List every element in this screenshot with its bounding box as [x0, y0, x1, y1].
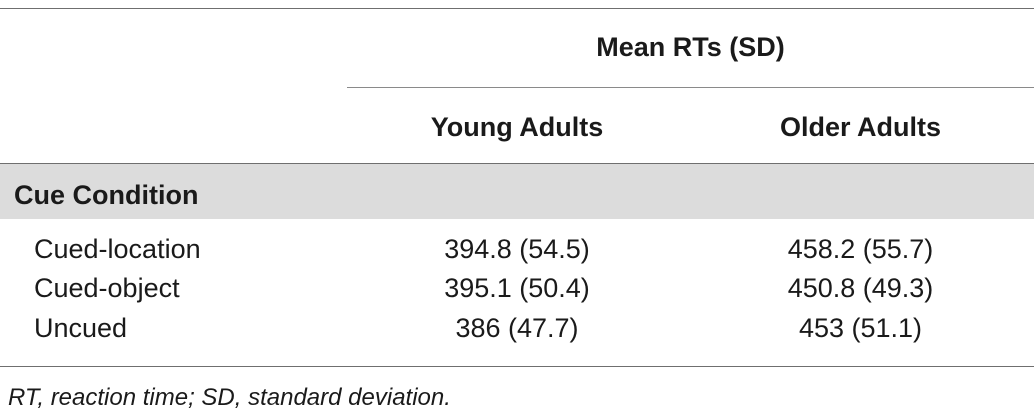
table-bottom-rule [0, 366, 1034, 367]
row-label-uncued: Uncued [34, 313, 128, 343]
cell-older-cued-object: 450.8 (49.3) [787, 273, 934, 303]
cell-young-cued-object: 395.1 (50.4) [444, 273, 590, 303]
row-label-cued-location: Cued-location [34, 234, 201, 264]
section-band [0, 164, 1034, 219]
cell-young-cued-location: 394.8 (54.5) [444, 234, 590, 264]
table-top-rule [0, 8, 1034, 9]
row-label-cued-object: Cued-object [34, 273, 180, 303]
cell-older-uncued: 453 (51.1) [798, 313, 923, 343]
header-bottom-rule [0, 163, 1034, 164]
column-header-older-adults: Older Adults [779, 112, 941, 142]
cell-older-cued-location: 458.2 (55.7) [787, 234, 934, 264]
section-label: Cue Condition [14, 180, 199, 210]
group-header-rule [347, 87, 1034, 88]
table-footnote: RT, reaction time; SD, standard deviatio… [8, 384, 451, 411]
group-header: Mean RTs (SD) [596, 32, 785, 62]
cell-young-uncued: 386 (47.7) [455, 313, 579, 343]
column-header-young-adults: Young Adults [430, 112, 604, 142]
